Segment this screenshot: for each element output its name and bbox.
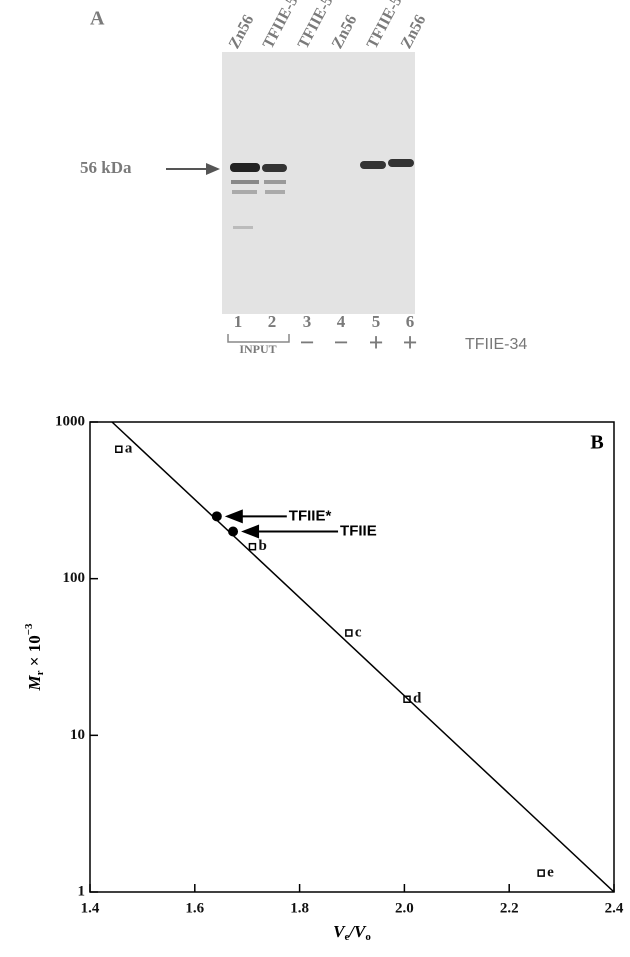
condition-label: TFIIE-34 [465,336,527,353]
y-tick-label: 100 [63,570,86,586]
y-tick-label: 1 [78,883,86,899]
y-label-part: −3 [23,623,35,635]
figure: A 56 kDa INPUT TFIIE-34 B Ve/Vo Mr × 10−… [0,0,630,952]
y-label-part: × 10 [25,635,44,670]
lane-label: Zn56 [226,12,258,51]
x-tick-label: 2.4 [605,900,624,916]
x-tick-label: 1.6 [185,900,204,916]
lane-label: Zn56 [398,12,430,51]
point-label: a [125,441,133,457]
annotation-arrowhead [225,509,243,523]
x-tick-label: 2.2 [500,900,519,916]
y-tick-label: 1000 [55,413,85,429]
point-label: e [547,865,554,881]
lane-number: 1 [234,312,243,331]
annotation: TFIIE* [289,507,332,524]
lane-number: 2 [268,312,277,331]
y-label-part: M [25,674,44,691]
point [116,446,122,452]
lane-sign: − [334,328,349,357]
plot-frame [90,422,614,892]
x-tick-label: 1.8 [290,900,309,916]
point-label: c [355,624,362,640]
lane-sign: − [300,328,315,357]
annotation: TFIIE [340,522,377,539]
x-tick-label: 1.4 [81,900,100,916]
x-tick-label: 2.0 [395,900,414,916]
marker-label: 56 kDa [80,158,132,177]
annotation-arrowhead [241,525,259,539]
point [346,630,352,636]
lane-sign: + [369,328,384,357]
input-label: INPUT [239,342,276,356]
lane-sign: + [403,328,418,357]
panel-label: B [590,432,603,454]
x-axis-label: Ve/Vo [333,922,371,943]
panel-label: A [90,8,105,30]
x-label-part: /V [347,922,367,941]
y-axis-label: Mr × 10−3 [23,623,46,691]
y-tick-label: 10 [70,727,85,743]
fit-line [112,422,614,892]
point [249,544,255,550]
lane-label: Zn56 [329,12,361,51]
x-label-part: o [365,931,371,943]
point [538,870,544,876]
point-label: b [258,538,266,554]
marker-arrowhead [206,163,220,175]
